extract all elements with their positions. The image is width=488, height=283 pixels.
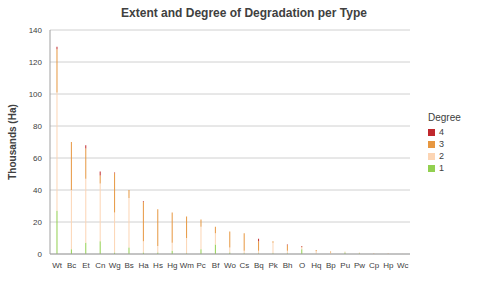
html-text:2: 2 <box>439 151 444 161</box>
svg-text:20: 20 <box>33 218 42 227</box>
svg-text:O: O <box>299 261 305 270</box>
svg-text:Bp: Bp <box>326 261 336 270</box>
svg-text:Wc: Wc <box>397 261 409 270</box>
svg-text:Hq: Hq <box>311 261 321 270</box>
html-text:3: 3 <box>439 139 444 149</box>
svg-text:40: 40 <box>33 186 42 195</box>
svg-text:100: 100 <box>29 90 43 99</box>
svg-text:Wg: Wg <box>109 261 121 270</box>
html-text:1: 1 <box>439 163 444 173</box>
svg-text:Cp: Cp <box>369 261 380 270</box>
svg-text:140: 140 <box>29 26 43 35</box>
svg-text:Wt: Wt <box>52 261 63 270</box>
svg-text:Pc: Pc <box>197 261 206 270</box>
svg-text:Thousands (Ha): Thousands (Ha) <box>8 104 18 180</box>
svg-text:Cn: Cn <box>95 261 105 270</box>
svg-text:Pk: Pk <box>269 261 279 270</box>
svg-text:Bs: Bs <box>125 261 134 270</box>
svg-text:60: 60 <box>33 154 42 163</box>
svg-text:Wo: Wo <box>224 261 236 270</box>
svg-text:Ha: Ha <box>138 261 149 270</box>
svg-text:0: 0 <box>38 250 43 259</box>
svg-text:80: 80 <box>33 122 42 131</box>
svg-text:Pu: Pu <box>340 261 350 270</box>
svg-text:120: 120 <box>29 58 43 67</box>
html-text:Extent and Degree of Degradati: Extent and Degree of Degradation per Typ… <box>121 6 367 20</box>
svg-text:Cs: Cs <box>240 261 250 270</box>
html-text:Degree: Degree <box>428 112 461 123</box>
svg-text:Hs: Hs <box>153 261 163 270</box>
svg-text:Bq: Bq <box>254 261 264 270</box>
svg-text:Wm: Wm <box>180 261 195 270</box>
svg-text:Hp: Hp <box>383 261 394 270</box>
svg-text:Bf: Bf <box>212 261 220 270</box>
svg-text:Hg: Hg <box>167 261 177 270</box>
svg-text:Bc: Bc <box>67 261 76 270</box>
svg-text:Bh: Bh <box>283 261 293 270</box>
svg-text:Pw: Pw <box>354 261 365 270</box>
svg-text:Et: Et <box>82 261 90 270</box>
html-text:4: 4 <box>439 127 444 137</box>
